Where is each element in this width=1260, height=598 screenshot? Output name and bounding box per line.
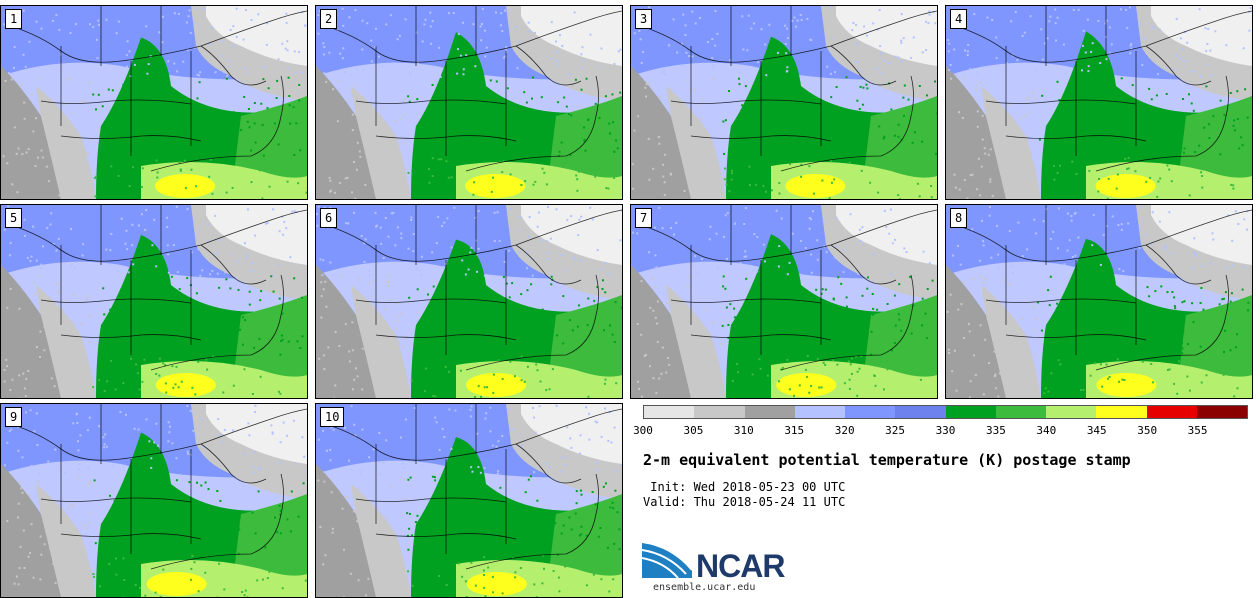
colorbar-tick-label: 345 — [1087, 424, 1107, 437]
temperature-map — [1, 404, 307, 597]
chart-title: 2-m equivalent potential temperature (K)… — [643, 451, 1131, 469]
map-panel-6[interactable]: 6 — [315, 204, 623, 399]
map-panel-2[interactable]: 2 — [315, 5, 623, 200]
site-url[interactable]: ensemble.ucar.edu — [653, 582, 755, 593]
colorbar-segment — [845, 406, 895, 418]
colorbar — [643, 405, 1248, 419]
ncar-logo-icon — [642, 540, 694, 580]
temperature-map — [316, 6, 622, 199]
map-panel-1[interactable]: 1 — [0, 5, 308, 200]
colorbar-segment — [1147, 406, 1197, 418]
colorbar-segment — [1096, 406, 1146, 418]
colorbar-tick-label: 315 — [784, 424, 804, 437]
panel-number: 10 — [320, 407, 344, 427]
map-panel-4[interactable]: 4 — [945, 5, 1253, 200]
map-panel-5[interactable]: 5 — [0, 204, 308, 399]
colorbar-tick-label: 340 — [1036, 424, 1056, 437]
colorbar-segment — [895, 406, 945, 418]
panel-number: 8 — [950, 208, 967, 228]
temperature-map — [631, 205, 937, 398]
colorbar-tick-label: 330 — [936, 424, 956, 437]
temperature-map — [316, 404, 622, 597]
map-panel-10[interactable]: 10 — [315, 403, 623, 598]
temperature-map — [631, 6, 937, 199]
panel-number: 7 — [635, 208, 652, 228]
colorbar-tick-label: 335 — [986, 424, 1006, 437]
colorbar-segment — [1197, 406, 1247, 418]
panel-number: 2 — [320, 9, 337, 29]
colorbar-segment — [946, 406, 996, 418]
temperature-map — [946, 205, 1252, 398]
colorbar-segment — [694, 406, 744, 418]
panel-number: 9 — [5, 407, 22, 427]
init-time: Init: Wed 2018-05-23 00 UTC — [643, 480, 845, 494]
temperature-map — [946, 6, 1252, 199]
panel-number: 3 — [635, 9, 652, 29]
ncar-logo-text: NCAR — [696, 548, 784, 585]
panel-number: 5 — [5, 208, 22, 228]
temperature-map — [1, 6, 307, 199]
colorbar-segment — [996, 406, 1046, 418]
colorbar-tick-label: 350 — [1137, 424, 1157, 437]
colorbar-segment — [1046, 406, 1096, 418]
colorbar-tick-label: 305 — [683, 424, 703, 437]
colorbar-tick-label: 300 — [633, 424, 653, 437]
colorbar-tick-label: 355 — [1188, 424, 1208, 437]
panel-number: 1 — [5, 9, 22, 29]
temperature-map — [1, 205, 307, 398]
map-panel-3[interactable]: 3 — [630, 5, 938, 200]
colorbar-tick-label: 320 — [835, 424, 855, 437]
map-panel-8[interactable]: 8 — [945, 204, 1253, 399]
map-panel-7[interactable]: 7 — [630, 204, 938, 399]
colorbar-segment — [795, 406, 845, 418]
colorbar-tick-label: 310 — [734, 424, 754, 437]
temperature-map — [316, 205, 622, 398]
colorbar-tick-label: 325 — [885, 424, 905, 437]
panel-number: 4 — [950, 9, 967, 29]
colorbar-segment — [644, 406, 694, 418]
colorbar-segment — [745, 406, 795, 418]
panel-number: 6 — [320, 208, 337, 228]
map-panel-9[interactable]: 9 — [0, 403, 308, 598]
valid-time: Valid: Thu 2018-05-24 11 UTC — [643, 495, 845, 509]
